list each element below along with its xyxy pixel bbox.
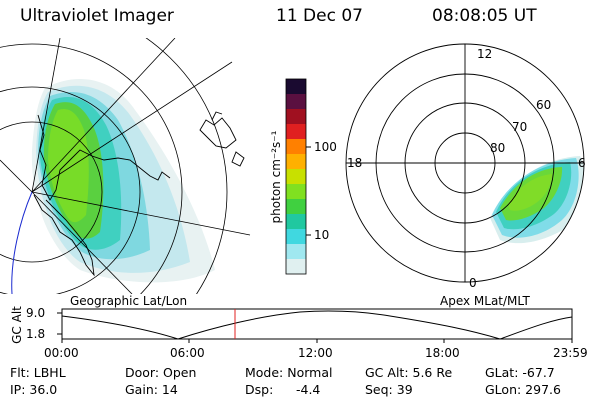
altitude-ylabel: GC Alt <box>10 306 24 344</box>
apex-polar-grid <box>345 43 585 283</box>
geo-grid <box>0 38 251 294</box>
colorbar-tick-10: 10 <box>314 228 330 242</box>
status-door: Door: Open <box>125 365 197 380</box>
xtick-1200: 12:00 <box>298 346 333 360</box>
altitude-ytick-min: 1.8 <box>26 327 46 341</box>
status-seq: Seq: 39 <box>365 382 413 397</box>
status-glon: GLon: 297.6 <box>485 382 561 397</box>
status-gc-alt: GC Alt: 5.6 Re <box>365 365 453 380</box>
coastlines <box>33 111 245 277</box>
status-dsp-label: Dsp: <box>245 382 274 397</box>
colorbar-tick-100: 100 <box>314 140 337 154</box>
mlat-label-70: 70 <box>512 120 528 134</box>
colorbar <box>285 78 311 275</box>
geo-panel-label: Geographic Lat/Lon <box>70 294 188 308</box>
status-filter: Flt: LBHL <box>10 365 66 380</box>
status-dsp-value: -4.4 <box>296 382 321 397</box>
auroral-oval-apex <box>490 156 584 244</box>
date-label: 11 Dec 07 <box>276 6 363 26</box>
xtick-2359: 23:59 <box>553 346 588 360</box>
xtick-0600: 06:00 <box>170 346 205 360</box>
status-ip: IP: 36.0 <box>10 382 58 397</box>
instrument-title: Ultraviolet Imager <box>20 6 174 26</box>
altitude-plot <box>57 308 573 343</box>
mlt-label-18: 18 <box>347 156 363 170</box>
altitude-ytick-max: 9.0 <box>26 306 46 320</box>
status-mode: Mode: Normal <box>245 365 333 380</box>
mlat-label-80: 80 <box>490 141 506 155</box>
mlt-label-12: 12 <box>477 47 493 61</box>
auroral-oval-geo <box>31 79 215 283</box>
time-label: 08:08:05 UT <box>432 6 537 26</box>
colorbar-unit-label: photon cm⁻²s⁻¹ <box>269 130 283 224</box>
status-glat: GLat: -67.7 <box>485 365 555 380</box>
xtick-0000: 00:00 <box>44 346 79 360</box>
terminator-line <box>11 191 33 295</box>
mlt-label-6: 6 <box>578 156 586 170</box>
xtick-1800: 18:00 <box>425 346 460 360</box>
mlat-label-60: 60 <box>536 98 552 112</box>
mlt-label-0: 0 <box>469 276 477 290</box>
apex-panel-label: Apex MLat/MLT <box>440 294 530 308</box>
status-gain: Gain: 14 <box>125 382 178 397</box>
